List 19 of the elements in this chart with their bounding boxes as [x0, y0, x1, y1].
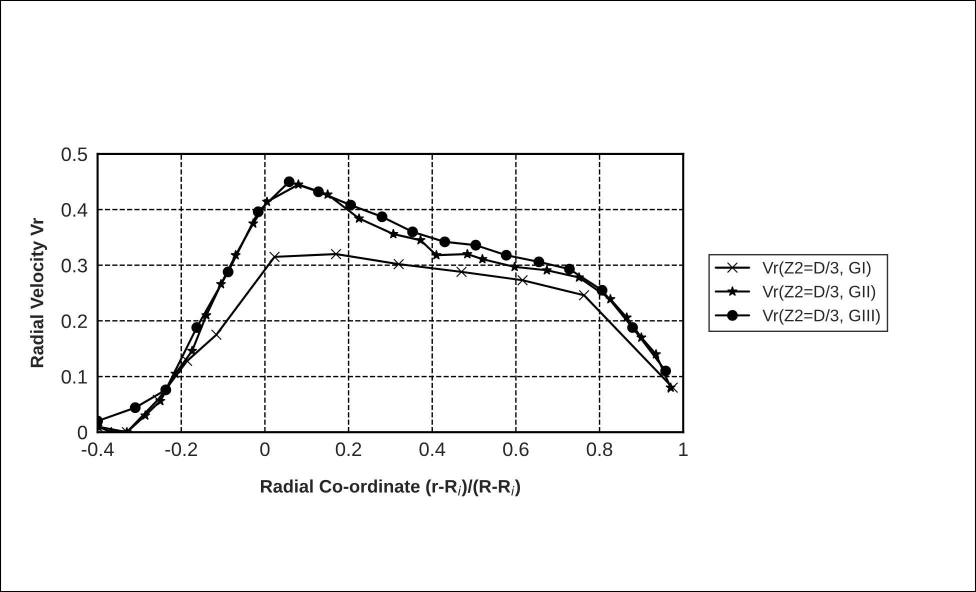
- x-tick-label: -0.2: [165, 442, 198, 456]
- x-tick-label: 0: [260, 442, 270, 456]
- legend-label: Vr(Z2=D/3, GII): [762, 285, 876, 301]
- y-tick-label: 0: [78, 426, 88, 440]
- y-axis-title: Radial Velocity Vr: [30, 218, 47, 368]
- legend-label: Vr(Z2=D/3, GIII): [762, 309, 880, 325]
- x-axis-title: Radial Co-ordinate (r-R$_{i}$)/(R-R$_{i}$): [260, 479, 520, 496]
- legend-label: Vr(Z2=D/3, GI): [762, 261, 871, 277]
- x-tick-label: 0.4: [419, 442, 446, 456]
- y-tick-label: 0.5: [62, 147, 88, 162]
- y-tick-label: 0.2: [62, 314, 87, 328]
- x-tick-label: 0.6: [503, 442, 529, 456]
- y-tick-label: 0.1: [62, 370, 87, 384]
- y-tick-label: 0.3: [62, 258, 88, 272]
- y-tick-label: 0.4: [62, 203, 88, 217]
- x-tick-label: 0.2: [336, 442, 362, 456]
- x-tick-label: -0.4: [82, 442, 114, 456]
- x-tick-label: 0.8: [586, 442, 612, 456]
- x-tick-label: 1: [679, 442, 688, 456]
